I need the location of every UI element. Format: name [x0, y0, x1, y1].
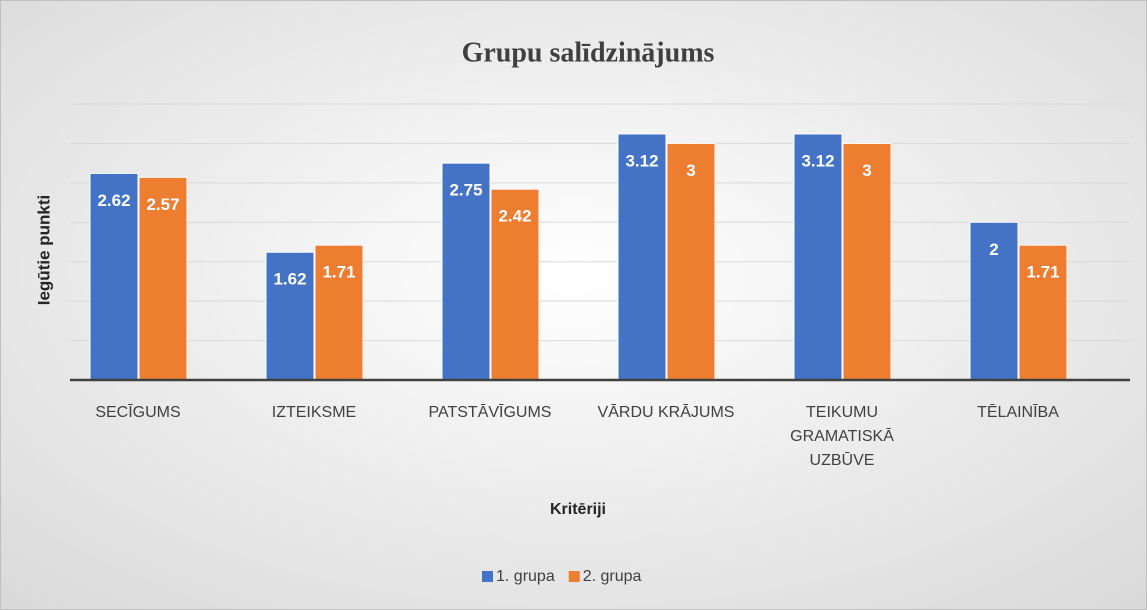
data-label: 2.42: [498, 207, 531, 226]
bar: [617, 133, 667, 381]
bar: [441, 162, 491, 381]
y-axis-label: Iegūtie punkti: [34, 195, 53, 306]
x-tick-label: VĀRDU KRĀJUMS: [598, 403, 735, 421]
x-tick-label: TEIKUMU GRAMATISKĀ UZBŪVE: [790, 404, 894, 469]
bar: [969, 221, 1019, 381]
data-label: 1.71: [322, 263, 355, 282]
bar: [842, 142, 892, 381]
x-tick-label-line: TEIKUMU: [806, 404, 878, 421]
legend-swatch: [568, 571, 580, 582]
x-tick-label: SECĪGUMS: [95, 403, 180, 421]
bar: [1018, 244, 1068, 381]
legend-label: 1. grupa: [496, 568, 555, 585]
bar: [793, 133, 843, 381]
data-label: 2: [989, 240, 998, 259]
bar: [138, 176, 188, 381]
data-label: 3.12: [625, 151, 658, 170]
x-tick-label-line: GRAMATISKĀ: [790, 427, 894, 445]
legend-swatch: [482, 571, 493, 582]
data-label: 2.57: [146, 195, 179, 214]
data-label: 2.75: [449, 181, 482, 200]
data-label: 1.62: [273, 270, 306, 289]
data-label: 2.62: [97, 191, 130, 210]
x-tick-label: TĒLAINĪBA: [977, 403, 1059, 421]
x-axis-label: Kritēriji: [550, 501, 606, 518]
chart-title: Grupu salīdzinājums: [462, 37, 715, 68]
bar: [490, 188, 540, 381]
bar: [265, 251, 315, 381]
x-tick-label-line: UZBŪVE: [810, 451, 875, 469]
data-label: 3: [686, 161, 695, 180]
bar: [89, 172, 139, 381]
data-label: 3: [862, 161, 871, 180]
bar: [314, 244, 364, 381]
data-label: 3.12: [801, 151, 834, 170]
legend-label: 2. grupa: [583, 568, 642, 585]
data-label: 1.71: [1026, 263, 1059, 282]
bar: [666, 142, 716, 381]
x-tick-label: PATSTĀVĪGUMS: [429, 403, 552, 421]
x-tick-label: IZTEIKSME: [272, 404, 356, 421]
